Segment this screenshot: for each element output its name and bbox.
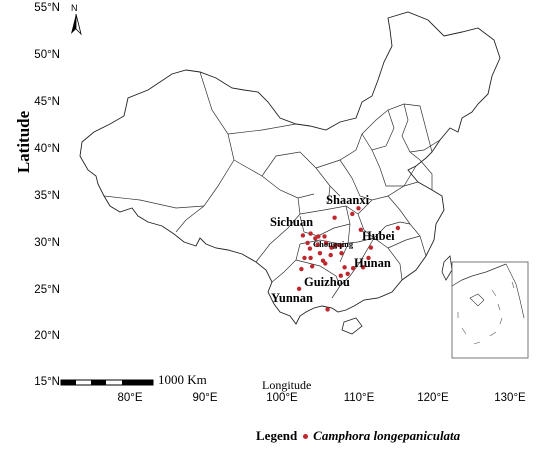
occurrence-point [366,255,371,261]
occurrence-point [339,251,344,256]
china-outline [79,11,501,325]
occurrence-point [350,211,355,217]
north-label: N [71,3,78,13]
occurrence-point [299,266,304,272]
legend-title: Legend [256,428,298,443]
occurrence-point [322,234,327,239]
lon-tick-130: 130°E [494,392,526,404]
scale-bar [60,379,154,386]
occurrence-point [315,242,320,247]
occurrence-point [350,266,356,271]
occurrence-point [300,233,306,238]
region-label-yunnan: Yunnan [271,291,313,305]
taiwan-island [441,255,453,281]
occurrence-point [332,215,337,220]
lat-tick-55: 55°N [34,2,60,14]
region-label-guizhou: Guizhou [304,275,350,289]
occurrence-point [368,245,374,250]
lat-tick-45: 45°N [34,96,60,108]
legend-species: Camphora longepaniculata [313,428,461,443]
latitude-axis-title: Latitude [14,110,33,174]
lon-tick-100: 100°E [266,392,298,404]
legend: Legend Camphora longepaniculata [256,428,460,444]
occurrence-point [308,255,313,261]
occurrence-point [302,255,307,261]
lat-tick-25: 25°N [34,284,60,296]
region-label-shaanxi: Shaanxi [326,193,370,207]
scale-bar-label: 1000 Km [158,372,207,387]
occurrence-point [356,206,361,211]
occurrence-point [317,251,323,256]
occurrence-point [395,225,401,231]
occurrence-point [360,265,366,270]
occurrence-point [345,271,350,276]
occurrence-point [307,246,313,251]
region-label-chongqing: Chongqing [313,239,354,249]
lon-tick-90: 90°E [192,392,218,404]
occurrence-point [338,243,343,248]
lat-tick-40: 40°N [34,143,60,155]
south-china-sea-inset [451,261,529,359]
legend-dot-icon [303,433,309,439]
occurrence-point [305,240,310,246]
region-label-sichuan: Sichuan [270,215,314,229]
occurrence-point [296,286,302,291]
region-label-hubei: Hubei [362,229,395,243]
longitude-axis-title: Longitude [262,378,312,392]
lat-tick-20: 20°N [34,330,60,342]
occurrence-point [323,240,329,246]
occurrence-point [358,227,363,232]
occurrence-point [308,231,313,236]
province-boundaries [103,71,441,299]
region-label-hunan: Hunan [354,256,391,270]
occurrence-point [325,307,330,312]
occurrence-point [328,252,333,258]
occurrence-point [338,273,343,278]
occurrence-point [316,234,321,239]
occurrence-point [310,264,315,269]
hainan-island [341,317,363,335]
lat-tick-15: 15°N [34,376,60,388]
occurrence-point [342,265,347,270]
lat-tick-35: 35°N [34,190,60,202]
occurrence-point [329,245,334,250]
lat-tick-30: 30°N [34,237,60,249]
occurrence-point [333,243,338,248]
north-arrow-icon [71,13,82,36]
lon-tick-80: 80°E [117,392,143,404]
occurrence-points [296,206,401,312]
occurrence-point [320,258,326,263]
lon-tick-120: 120°E [417,392,449,404]
lon-tick-110: 110°E [343,392,375,404]
lat-tick-50: 50°N [34,49,60,61]
